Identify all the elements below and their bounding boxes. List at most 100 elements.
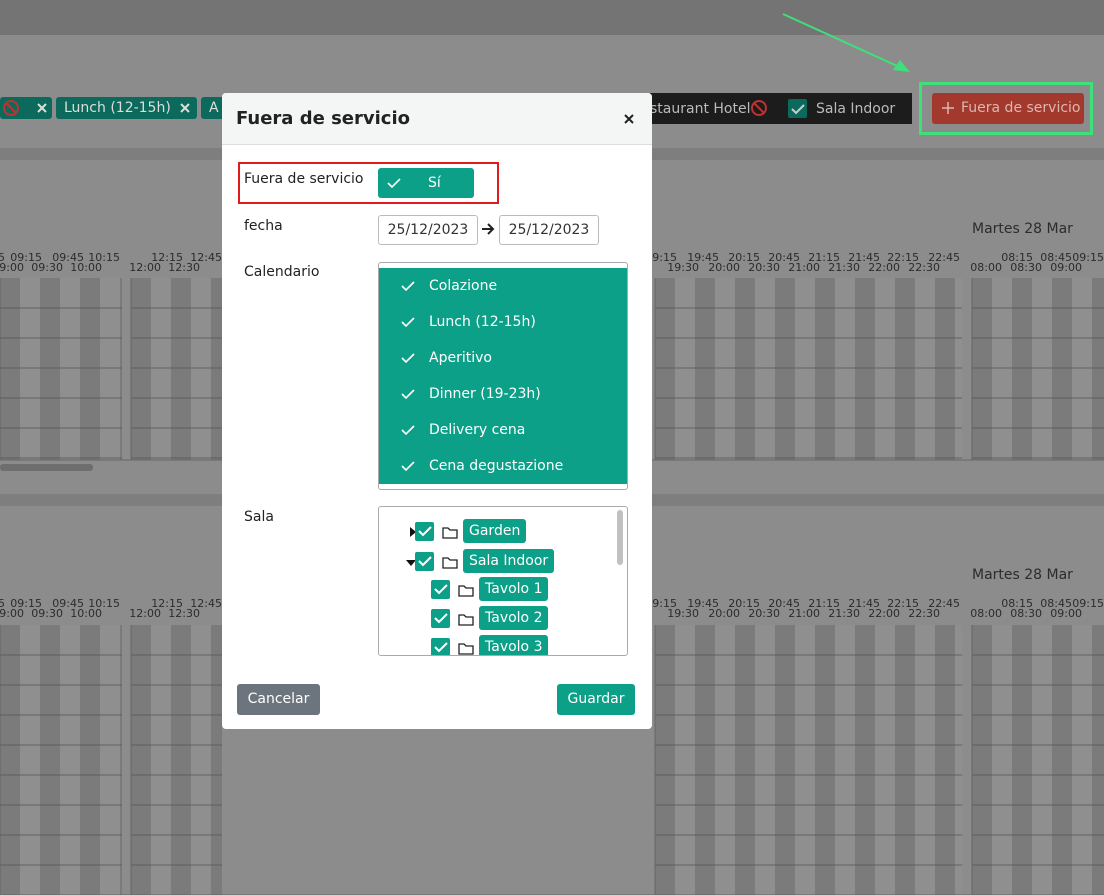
calendar-option[interactable]: Aperitivo bbox=[379, 340, 627, 376]
check-icon bbox=[401, 353, 415, 364]
time-label: 22:30 bbox=[908, 607, 940, 620]
room-tree: Garden Sala Indoor Tavolo 1 Tavolo 2 Tavolo … bbox=[378, 506, 628, 656]
grid-column bbox=[1012, 625, 1032, 895]
tree-icons bbox=[410, 522, 458, 541]
add-button[interactable]: Fuera de servicio bbox=[932, 93, 1084, 124]
grid-column bbox=[131, 625, 151, 895]
time-label: 21:00 bbox=[788, 607, 820, 620]
calendar-option[interactable]: Dinner (19-23h) bbox=[379, 376, 627, 412]
calendar-option[interactable]: Colazione bbox=[379, 268, 627, 304]
grid-column bbox=[895, 278, 915, 460]
grid-column bbox=[915, 625, 935, 895]
time-label: 9:15 bbox=[652, 251, 677, 264]
grid-column bbox=[775, 625, 795, 895]
time-label: 10:15 bbox=[88, 597, 120, 610]
time-label: 10:00 bbox=[70, 261, 102, 274]
grid-column bbox=[855, 625, 875, 895]
chip-close bbox=[180, 103, 190, 113]
time-label: 12:15 bbox=[151, 251, 183, 264]
tree-node[interactable]: Sala Indoor bbox=[463, 549, 555, 573]
option-label: Aperitivo bbox=[429, 350, 492, 366]
grid-column bbox=[695, 625, 715, 895]
date-input[interactable]: 25/12/2023 bbox=[378, 215, 478, 245]
time-label: 9:00 bbox=[0, 607, 24, 620]
time-label: 20:15 bbox=[728, 251, 760, 264]
grid-column bbox=[655, 625, 675, 895]
chip-label: Lunch (12-15h) bbox=[64, 100, 171, 116]
grid-column bbox=[1072, 625, 1092, 895]
time-label: 21:30 bbox=[828, 261, 860, 274]
grid-column bbox=[715, 278, 735, 460]
chip-label: A bbox=[209, 100, 219, 116]
check-icon bbox=[401, 425, 415, 436]
time-label: 19:30 bbox=[667, 607, 699, 620]
time-label: 09:30 bbox=[31, 261, 63, 274]
grid-column bbox=[795, 625, 815, 895]
time-label: 09:15 bbox=[1072, 597, 1104, 610]
time-label: 12:30 bbox=[168, 607, 200, 620]
grid-column bbox=[755, 278, 775, 460]
tree-icons bbox=[431, 638, 474, 655]
grid-column bbox=[835, 278, 855, 460]
room-filter-label: staurant Hotel bbox=[650, 101, 751, 117]
time-label: 09:15 bbox=[10, 597, 42, 610]
grid-column bbox=[40, 625, 60, 895]
grid-column bbox=[935, 278, 955, 460]
grid-column bbox=[191, 278, 211, 460]
grid-column bbox=[1052, 625, 1072, 895]
grid-column bbox=[131, 278, 151, 460]
close-button[interactable] bbox=[624, 114, 634, 124]
tree-node[interactable]: Tavolo 1 bbox=[479, 577, 549, 601]
grid-column bbox=[955, 278, 962, 460]
time-label: 22:15 bbox=[887, 251, 919, 264]
cancel-button[interactable]: Cancelar bbox=[237, 684, 320, 715]
time-label: 20:45 bbox=[768, 597, 800, 610]
time-label: 20:00 bbox=[708, 607, 740, 620]
chip-icons bbox=[3, 100, 47, 116]
grid-column bbox=[735, 278, 755, 460]
time-label: 21:45 bbox=[848, 251, 880, 264]
grid-column bbox=[211, 278, 222, 460]
calendar-option[interactable]: Delivery cena bbox=[379, 412, 627, 448]
time-label: 20:45 bbox=[768, 251, 800, 264]
toggle[interactable]: Sí bbox=[378, 168, 474, 198]
time-label: 22:30 bbox=[908, 261, 940, 274]
grid-column bbox=[655, 278, 675, 460]
check-icon bbox=[387, 178, 401, 189]
calendar-option[interactable]: Cena degustazione bbox=[379, 448, 627, 484]
date-input[interactable]: 25/12/2023 bbox=[499, 215, 599, 245]
grid-column bbox=[1032, 278, 1052, 460]
time-label: 20:30 bbox=[748, 607, 780, 620]
grid-column bbox=[120, 278, 122, 460]
grid-column bbox=[972, 625, 992, 895]
grid-column bbox=[915, 278, 935, 460]
grid-column bbox=[715, 625, 735, 895]
time-label: 12:15 bbox=[151, 597, 183, 610]
time-label: 19:30 bbox=[667, 261, 699, 274]
grid-column bbox=[815, 625, 835, 895]
room-filter: staurant Hotel Sala Indoor bbox=[640, 93, 912, 124]
option-label: Colazione bbox=[429, 278, 498, 294]
filter-chip[interactable]: Lunch (12-15h) bbox=[56, 97, 197, 119]
tree-node[interactable]: Tavolo 3 bbox=[479, 635, 549, 655]
grid-column bbox=[80, 278, 100, 460]
save-button[interactable]: Guardar bbox=[557, 684, 635, 715]
grid-column bbox=[955, 625, 962, 895]
grid-column bbox=[20, 625, 40, 895]
calendar-option[interactable]: Lunch (12-15h) bbox=[379, 304, 627, 340]
option-label: Dinner (19-23h) bbox=[429, 386, 541, 402]
grid-column bbox=[972, 278, 992, 460]
field-label: Sala bbox=[244, 509, 274, 525]
time-label: 22:15 bbox=[887, 597, 919, 610]
time-label: 12:00 bbox=[129, 261, 161, 274]
grid-column bbox=[100, 278, 120, 460]
field-label: fecha bbox=[244, 218, 283, 234]
tree-node[interactable]: Garden bbox=[463, 519, 527, 543]
checkbox[interactable] bbox=[788, 99, 808, 119]
time-label: 22:00 bbox=[868, 261, 900, 274]
tree-node[interactable]: Tavolo 2 bbox=[479, 606, 549, 630]
time-label: 12:30 bbox=[168, 261, 200, 274]
grid-column bbox=[992, 278, 1012, 460]
modal: Fuera de servicio Fuera de servicio Sí f… bbox=[222, 93, 652, 729]
grid-column bbox=[151, 625, 171, 895]
